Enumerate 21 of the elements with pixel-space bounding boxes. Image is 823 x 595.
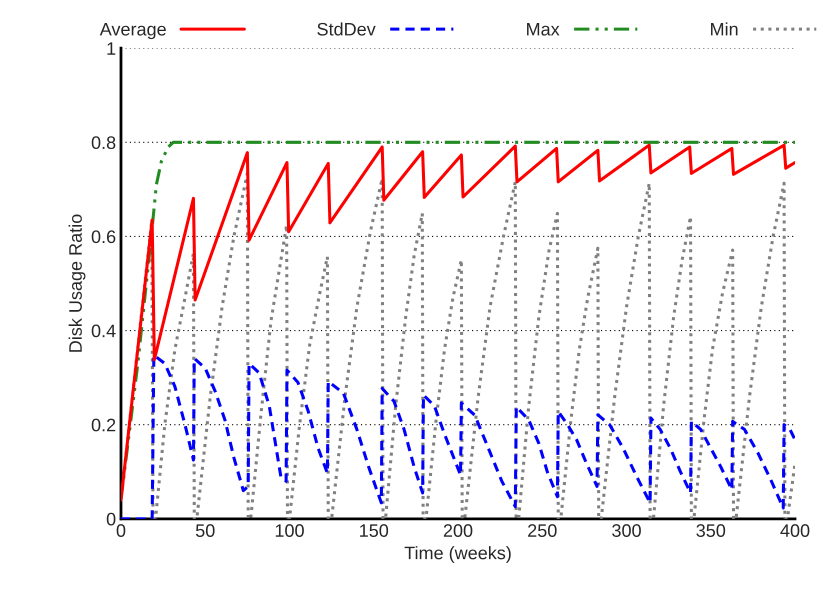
y-axis-title: Disk Usage Ratio	[68, 214, 86, 352]
y-tick-label: 0	[106, 512, 116, 526]
x-tick-label: 250	[528, 524, 557, 537]
x-tick-label: 150	[360, 524, 388, 537]
legend-label: StdDev	[317, 22, 376, 36]
legend-label: Min	[711, 22, 738, 36]
legend-label: Average	[100, 23, 166, 40]
legend-label: Max	[527, 23, 560, 36]
x-tick-label: 400	[780, 524, 810, 537]
x-tick-label: 100	[276, 524, 304, 537]
x-tick-label: 200	[444, 524, 472, 537]
y-tick-label: 1	[107, 42, 116, 55]
x-tick-label: 300	[612, 524, 641, 537]
x-axis-title: Time (weeks)	[404, 546, 511, 563]
y-tick-label: 0.8	[92, 136, 116, 150]
x-tick-label: 50	[196, 524, 215, 537]
y-tick-label: 0.4	[92, 324, 116, 338]
y-tick-label: 0.6	[92, 230, 116, 244]
x-tick-label: 0	[116, 524, 126, 537]
x-tick-label: 350	[696, 524, 726, 537]
y-tick-label: 0.2	[92, 418, 116, 432]
